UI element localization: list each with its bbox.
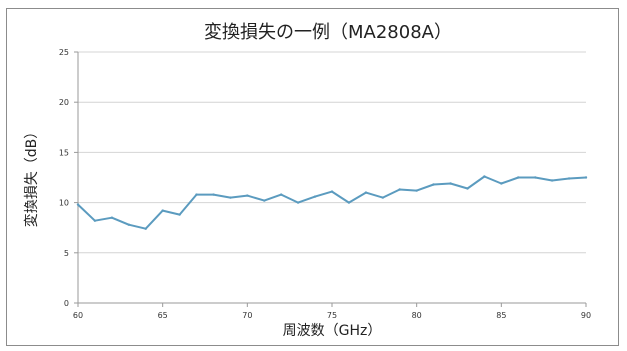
data-point bbox=[195, 193, 198, 196]
data-point bbox=[263, 199, 266, 202]
x-tick-labels: 60 65 70 75 80 85 90 bbox=[73, 311, 591, 320]
y-tick-label-25: 25 bbox=[59, 48, 69, 57]
x-tick-label-70: 70 bbox=[242, 311, 252, 320]
data-point bbox=[296, 201, 300, 204]
data-point bbox=[127, 223, 130, 226]
data-point bbox=[517, 176, 520, 179]
gridlines bbox=[78, 51, 586, 254]
data-point bbox=[246, 194, 249, 197]
y-tick-label-15: 15 bbox=[59, 148, 69, 157]
data-point bbox=[364, 191, 368, 194]
data-point bbox=[280, 193, 283, 196]
x-axis-label: 周波数（GHz） bbox=[283, 323, 382, 339]
x-tick-label-85: 85 bbox=[496, 311, 506, 320]
data-point bbox=[398, 188, 401, 191]
x-tick-label-60: 60 bbox=[73, 311, 83, 320]
series-layer bbox=[76, 175, 588, 230]
y-tick-label-20: 20 bbox=[59, 98, 69, 107]
data-point bbox=[584, 176, 588, 179]
data-point bbox=[567, 177, 571, 180]
x-tick-label-65: 65 bbox=[158, 311, 168, 320]
x-tick-label-75: 75 bbox=[327, 311, 337, 320]
data-point bbox=[212, 193, 215, 196]
y-tick-label-0: 0 bbox=[64, 299, 69, 308]
data-point bbox=[466, 187, 469, 190]
data-point bbox=[110, 216, 114, 219]
axes bbox=[74, 51, 587, 307]
x-tick-label-80: 80 bbox=[412, 311, 422, 320]
data-point bbox=[330, 190, 334, 193]
data-point bbox=[550, 179, 554, 182]
y-tick-label-5: 5 bbox=[64, 249, 69, 258]
data-point bbox=[432, 183, 435, 186]
data-point bbox=[93, 219, 97, 222]
data-point bbox=[415, 189, 418, 192]
data-point bbox=[313, 195, 317, 198]
data-point bbox=[381, 196, 384, 199]
data-point bbox=[449, 182, 452, 185]
y-tick-label-10: 10 bbox=[59, 199, 69, 208]
y-axis-label: 変換損失（dB） bbox=[23, 125, 40, 228]
data-point bbox=[500, 182, 503, 185]
data-point bbox=[347, 201, 351, 204]
data-point bbox=[144, 227, 147, 230]
chart-title: 変換損失の一例（MA2808A） bbox=[204, 22, 452, 43]
data-point bbox=[534, 176, 537, 179]
data-point bbox=[161, 209, 164, 212]
data-point bbox=[76, 203, 80, 206]
y-tick-labels: 0 5 10 15 20 25 bbox=[59, 48, 69, 308]
x-tick-label-90: 90 bbox=[581, 311, 591, 320]
data-point bbox=[178, 213, 181, 216]
data-point bbox=[483, 175, 486, 178]
data-point bbox=[229, 196, 232, 199]
